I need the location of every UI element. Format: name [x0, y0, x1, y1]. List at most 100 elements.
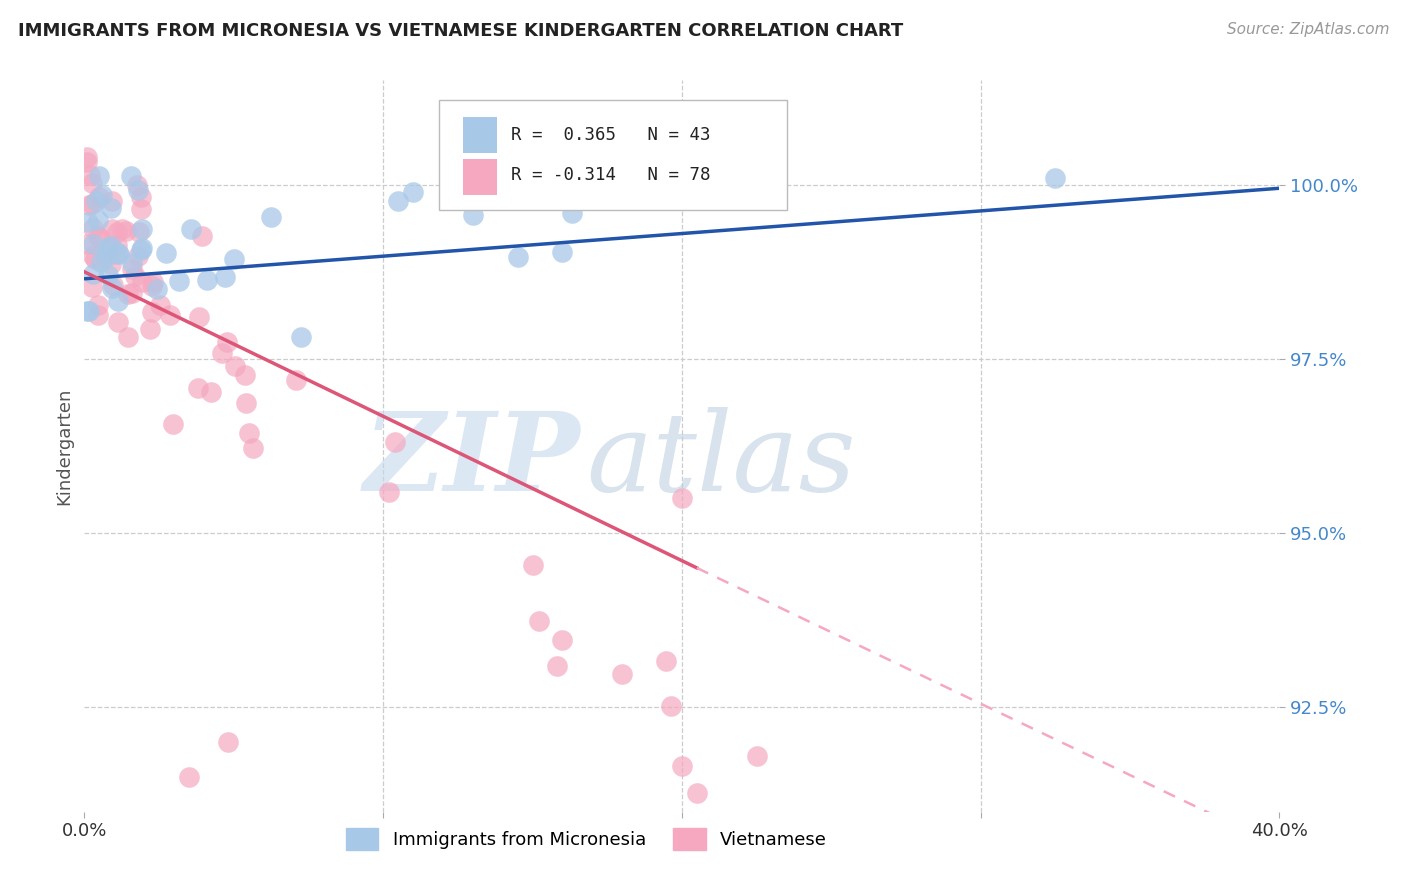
Text: R = -0.314   N = 78: R = -0.314 N = 78 [510, 167, 710, 185]
Point [97, 268, 120, 282]
Point [100, 201, 122, 215]
Point [177, 770, 200, 784]
Text: Source: ZipAtlas.com: Source: ZipAtlas.com [1226, 22, 1389, 37]
Point [82, 197, 104, 211]
Point [793, 839, 815, 854]
Point [561, 206, 583, 220]
Point [108, 246, 131, 260]
Point [101, 278, 124, 293]
Point [943, 839, 966, 854]
Point [855, 839, 877, 854]
Point [77, 197, 100, 211]
Point [127, 183, 149, 197]
Point [111, 222, 134, 236]
Point [127, 249, 149, 263]
Point [100, 240, 122, 254]
Point [117, 287, 139, 301]
Point [162, 417, 184, 431]
Point [141, 305, 163, 319]
Point [551, 244, 574, 259]
Point [769, 839, 792, 854]
Point [195, 273, 218, 287]
Point [87, 169, 110, 183]
Point [159, 308, 181, 322]
Point [167, 274, 190, 288]
Point [83, 252, 105, 266]
Point [522, 558, 544, 572]
Point [546, 659, 568, 673]
Point [84, 194, 107, 209]
Point [387, 194, 409, 208]
Point [813, 839, 835, 854]
Point [82, 268, 104, 282]
Point [461, 208, 484, 222]
Point [90, 255, 112, 269]
Point [128, 225, 150, 239]
Point [100, 281, 122, 295]
Point [612, 139, 634, 153]
Point [82, 248, 104, 262]
Point [131, 275, 153, 289]
Point [120, 169, 142, 183]
Y-axis label: Kindergarten: Kindergarten [55, 387, 73, 505]
Point [76, 304, 98, 318]
Point [100, 257, 122, 271]
Point [290, 330, 312, 344]
Point [82, 221, 104, 235]
Point [87, 190, 110, 204]
Point [107, 294, 129, 309]
Point [82, 177, 104, 191]
Point [671, 758, 693, 772]
Point [77, 215, 100, 229]
Point [121, 286, 143, 301]
Point [89, 231, 111, 245]
Text: atlas: atlas [586, 407, 856, 515]
Point [80, 280, 103, 294]
Point [77, 303, 100, 318]
Point [284, 373, 307, 387]
Point [224, 252, 246, 266]
Point [211, 346, 233, 360]
Point [129, 202, 152, 217]
Point [76, 237, 98, 252]
Point [79, 168, 101, 182]
Text: IMMIGRANTS FROM MICRONESIA VS VIETNAMESE KINDERGARTEN CORRELATION CHART: IMMIGRANTS FROM MICRONESIA VS VIETNAMESE… [18, 22, 904, 40]
Point [87, 229, 110, 244]
Point [87, 298, 110, 312]
Point [94, 250, 117, 264]
Point [131, 241, 153, 255]
Point [121, 255, 143, 269]
Point [129, 243, 152, 257]
Point [87, 212, 110, 227]
Point [127, 178, 149, 192]
Point [155, 246, 177, 260]
Point [235, 396, 257, 410]
Point [121, 261, 143, 276]
Bar [463, 159, 496, 195]
Point [217, 735, 239, 749]
Point [551, 633, 574, 648]
Point [529, 614, 551, 628]
Point [141, 279, 163, 293]
Point [131, 221, 153, 235]
Point [384, 435, 406, 450]
Point [76, 154, 98, 169]
Point [124, 268, 146, 283]
Point [82, 236, 104, 251]
Point [191, 229, 214, 244]
Point [242, 441, 264, 455]
Point [217, 334, 239, 349]
Point [612, 666, 634, 681]
Point [139, 321, 162, 335]
Point [686, 786, 709, 800]
Point [114, 224, 136, 238]
Point [1045, 170, 1067, 185]
Text: R =  0.365   N = 43: R = 0.365 N = 43 [510, 126, 710, 145]
Point [104, 247, 127, 261]
Point [131, 190, 153, 204]
Point [100, 238, 122, 252]
Point [142, 275, 165, 289]
Point [238, 425, 260, 440]
Point [835, 839, 858, 854]
Point [187, 381, 209, 395]
